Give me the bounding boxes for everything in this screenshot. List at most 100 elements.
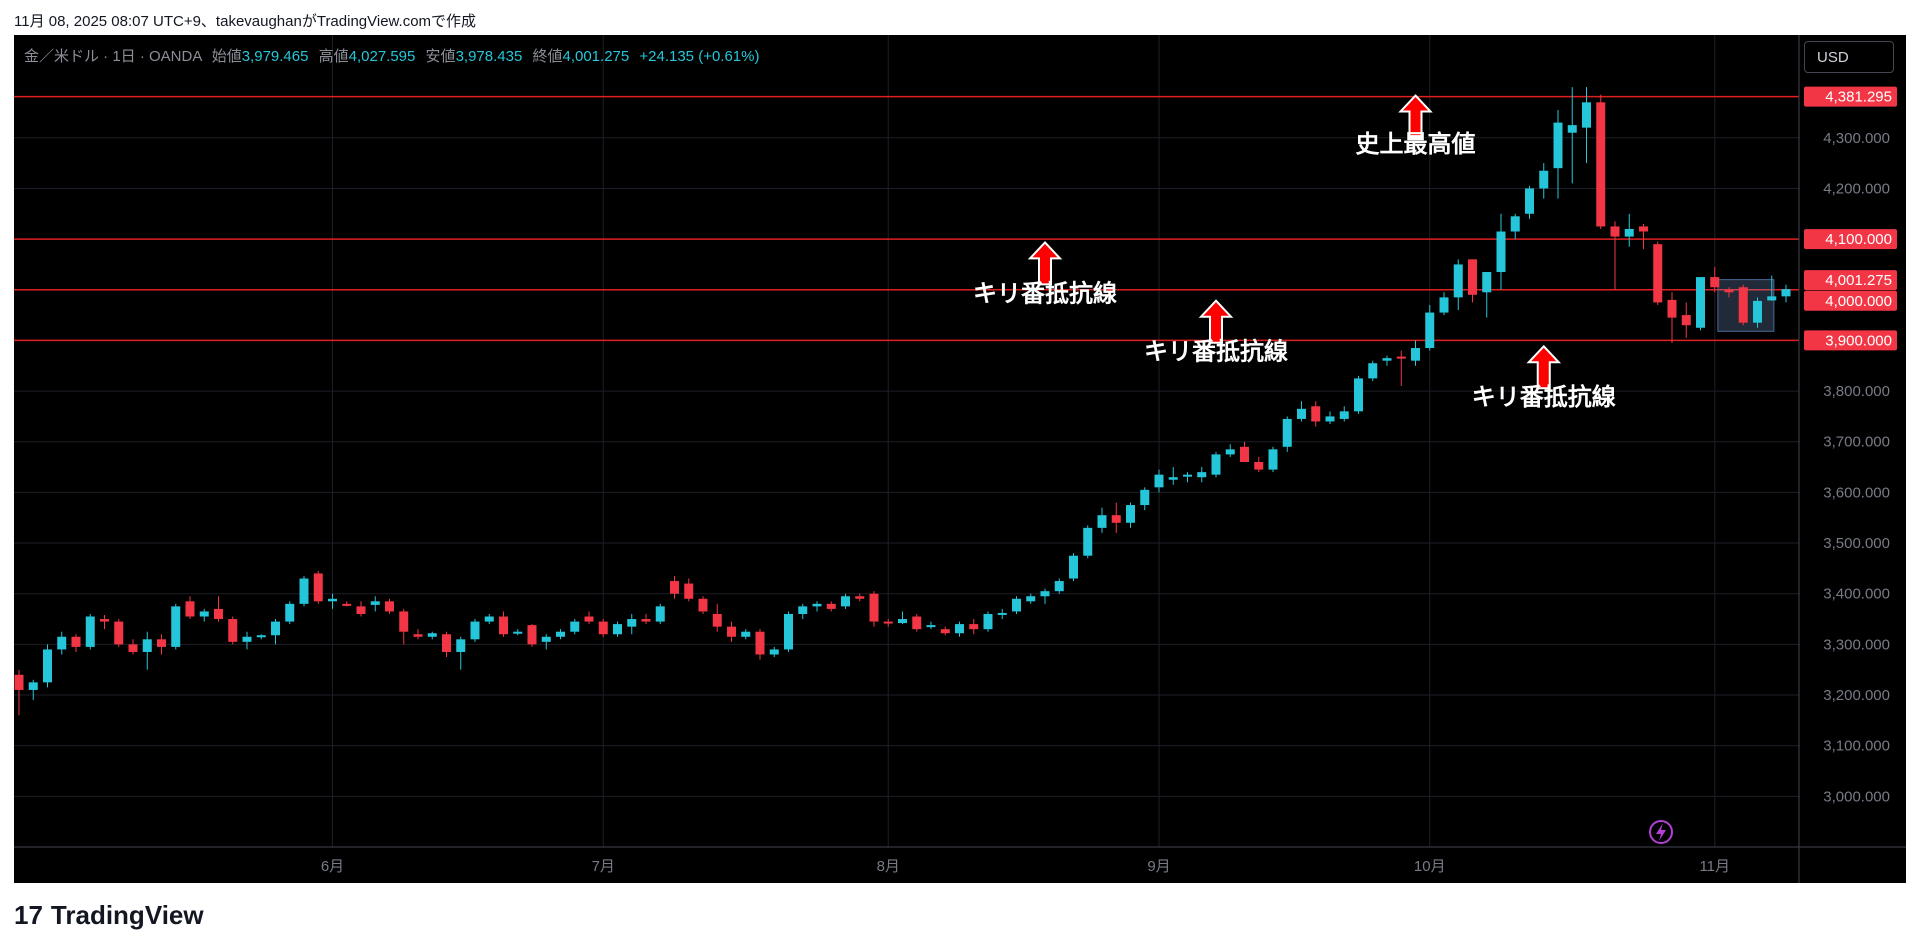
candle-body[interactable] [1382, 358, 1392, 361]
candle-body[interactable] [727, 626, 736, 637]
candle-body[interactable] [1610, 226, 1620, 237]
candle-body[interactable] [1225, 449, 1235, 455]
candle-body[interactable] [1211, 454, 1221, 475]
candle-body[interactable] [712, 613, 722, 627]
candle-body[interactable] [1368, 363, 1378, 379]
chart-frame[interactable]: 4,300.000 4,200.000 3,800.000 3,700.000 3,60… [14, 35, 1906, 883]
candle-body[interactable] [100, 619, 109, 622]
candle-body[interactable] [1069, 555, 1078, 579]
candle-body[interactable] [1482, 272, 1492, 293]
candle-body[interactable] [228, 619, 238, 642]
candle-body[interactable] [541, 636, 551, 642]
candle-body[interactable] [157, 639, 166, 647]
candle-body[interactable] [1724, 289, 1734, 293]
candle-body[interactable] [1054, 581, 1064, 592]
candle-body[interactable] [1510, 216, 1520, 232]
candle-body[interactable] [1753, 300, 1762, 323]
candle-body[interactable] [1311, 406, 1321, 422]
candle-body[interactable] [370, 601, 380, 605]
candle-body[interactable] [1040, 591, 1050, 597]
candle-body[interactable] [898, 619, 907, 624]
candle-body[interactable] [1126, 505, 1135, 523]
candle-body[interactable] [926, 625, 936, 628]
candle-body[interactable] [741, 631, 751, 637]
candle-body[interactable] [1453, 264, 1463, 298]
candle-body[interactable] [883, 621, 893, 624]
tradingview-logo[interactable]: 17 TradingView [14, 900, 204, 931]
candle-body[interactable] [1197, 472, 1207, 478]
candle-body[interactable] [356, 606, 366, 614]
price-chart[interactable]: 4,300.000 4,200.000 3,800.000 3,700.000 3,60… [14, 35, 1906, 883]
candle-body[interactable] [1539, 170, 1549, 189]
candle-body[interactable] [627, 619, 637, 627]
candle-body[interactable] [556, 631, 565, 637]
candle-body[interactable] [43, 649, 52, 683]
candle-body[interactable] [1653, 244, 1663, 303]
candle-body[interactable] [955, 624, 964, 634]
candle-body[interactable] [142, 639, 152, 652]
candle-body[interactable] [1553, 122, 1563, 169]
candle-body[interactable] [499, 616, 508, 635]
candle-body[interactable] [1596, 102, 1606, 227]
candle-body[interactable] [1781, 289, 1791, 297]
candle-body[interactable] [812, 603, 822, 607]
candle-body[interactable] [513, 631, 523, 634]
candle-body[interactable] [1097, 515, 1107, 528]
candle-body[interactable] [912, 616, 922, 630]
candle-body[interactable] [670, 581, 679, 594]
candle-body[interactable] [1012, 598, 1021, 612]
candle-body[interactable] [342, 603, 352, 606]
candle-body[interactable] [413, 634, 423, 637]
candle-body[interactable] [769, 649, 779, 655]
candle-body[interactable] [71, 636, 81, 647]
candle-body[interactable] [969, 624, 979, 630]
candle-body[interactable] [1696, 277, 1705, 328]
candle-body[interactable] [313, 573, 323, 602]
candle-body[interactable] [1396, 356, 1406, 359]
candle-body[interactable] [598, 621, 608, 635]
candle-body[interactable] [456, 639, 466, 652]
candle-body[interactable] [399, 611, 409, 632]
candle-body[interactable] [1468, 259, 1477, 295]
candle-body[interactable] [1767, 296, 1777, 301]
candle-body[interactable] [641, 619, 651, 622]
candle-body[interactable] [784, 613, 793, 650]
candle-body[interactable] [826, 603, 836, 609]
candle-body[interactable] [570, 621, 580, 632]
candle-body[interactable] [484, 616, 494, 622]
candle-body[interactable] [755, 631, 765, 655]
candle-body[interactable] [613, 624, 622, 635]
lightning-icon[interactable] [1649, 820, 1673, 844]
candle-body[interactable] [285, 603, 295, 622]
candle-body[interactable] [214, 608, 223, 620]
candle-body[interactable] [698, 598, 708, 612]
candle-body[interactable] [855, 596, 865, 599]
candle-body[interactable] [470, 621, 480, 640]
candle-body[interactable] [1582, 102, 1591, 128]
candle-body[interactable] [1525, 188, 1534, 214]
candle-body[interactable] [1183, 474, 1192, 477]
candle-body[interactable] [1168, 477, 1178, 480]
candle-body[interactable] [1425, 312, 1435, 349]
candle-body[interactable] [1624, 228, 1634, 237]
candle-body[interactable] [242, 636, 252, 642]
candle-body[interactable] [1111, 515, 1121, 523]
candle-body[interactable] [1339, 411, 1349, 419]
candle-body[interactable] [997, 612, 1007, 615]
candle-body[interactable] [385, 601, 394, 612]
candle-body[interactable] [1297, 408, 1306, 419]
candle-body[interactable] [940, 629, 950, 634]
candle-body[interactable] [684, 583, 694, 599]
candle-body[interactable] [57, 636, 67, 650]
candle-body[interactable] [427, 633, 437, 637]
candle-body[interactable] [1026, 596, 1036, 602]
candle-body[interactable] [1667, 299, 1677, 318]
candle-body[interactable] [271, 621, 280, 636]
candle-body[interactable] [584, 616, 594, 622]
candle-body[interactable] [1738, 287, 1748, 323]
candle-body[interactable] [299, 578, 309, 604]
candle-body[interactable] [1681, 315, 1691, 326]
candle-body[interactable] [85, 616, 95, 647]
candle-body[interactable] [1639, 226, 1648, 232]
candle-body[interactable] [869, 593, 879, 622]
